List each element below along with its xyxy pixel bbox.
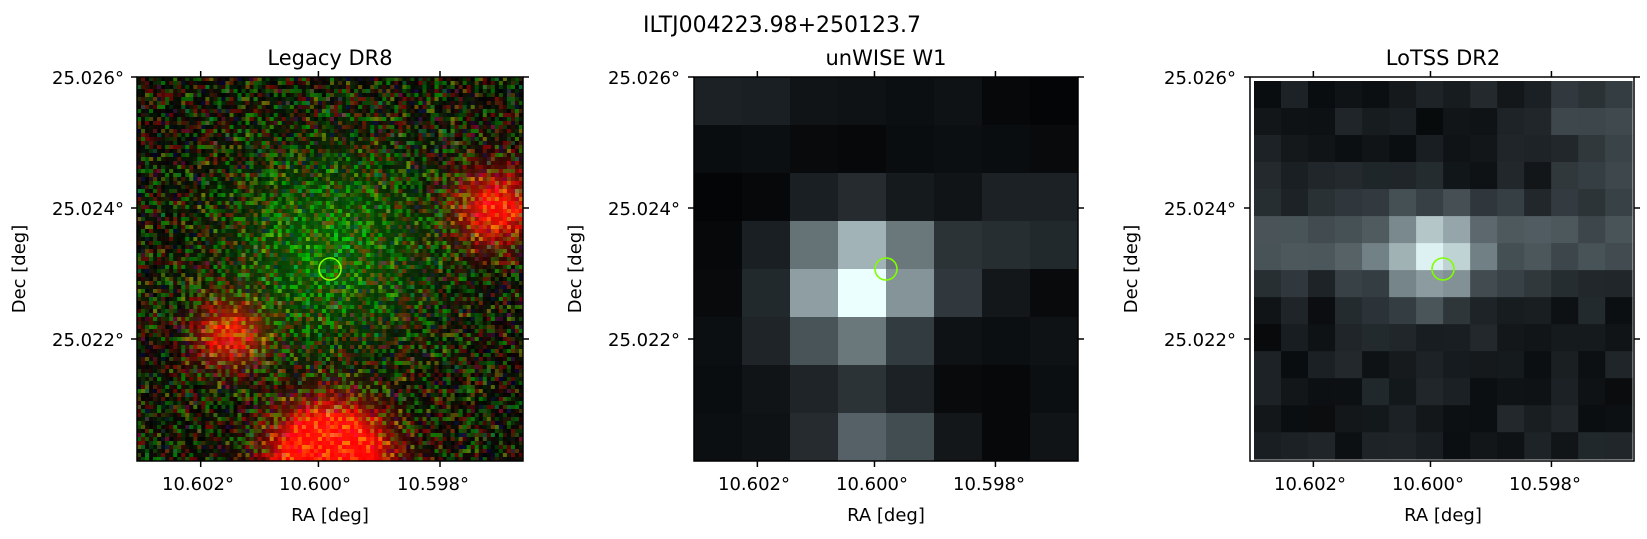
xtick-label: 10.600° [279, 474, 351, 495]
axes-frame [1249, 76, 1635, 462]
panel-title: unWISE W1 [826, 46, 947, 70]
x-axis-label: RA [deg] [291, 505, 369, 526]
source-marker [318, 257, 342, 281]
ytick-label: 25.026° [1164, 68, 1236, 89]
ytick-label: 25.024° [52, 199, 124, 220]
panel-lotss-dr2: LoTSS DR2 25.026° 25.024° 25.022° 10.602… [1121, 46, 1640, 526]
panel-unwise-w1: unWISE W1 25.026° 25.024° 25.022° 10.602… [565, 46, 1084, 526]
tick-marks [1244, 71, 1640, 467]
ytick-label: 25.026° [52, 68, 124, 89]
xtick-label: 10.602° [162, 474, 234, 495]
xtick-label: 10.602° [718, 474, 790, 495]
x-axis-label: RA [deg] [847, 505, 925, 526]
image-area [694, 77, 1079, 462]
ytick-label: 25.022° [608, 330, 680, 351]
panel-title: LoTSS DR2 [1386, 46, 1500, 70]
x-axis-label: RA [deg] [1404, 505, 1482, 526]
ytick-label: 25.022° [1164, 330, 1236, 351]
ytick-label: 25.024° [608, 199, 680, 220]
xtick-label: 10.598° [397, 474, 469, 495]
image-area [137, 77, 524, 462]
source-marker [1431, 257, 1455, 281]
ytick-label: 25.022° [52, 330, 124, 351]
ytick-label: 25.026° [608, 68, 680, 89]
y-axis-label: Dec [deg] [9, 225, 30, 314]
panel-title: Legacy DR8 [267, 46, 392, 70]
axes-frame [136, 76, 524, 462]
tick-marks [688, 71, 1084, 467]
xtick-label: 10.598° [953, 474, 1025, 495]
figure-title: ILTJ004223.98+250123.7 [643, 13, 921, 38]
source-marker [874, 257, 898, 281]
tick-marks [131, 71, 529, 467]
panel-legacy-dr8: Legacy DR8 25.026° 25.024° 25.022° 10.60… [9, 46, 529, 526]
image-area [1250, 77, 1634, 461]
ytick-label: 25.024° [1164, 199, 1236, 220]
xtick-label: 10.600° [1392, 474, 1464, 495]
y-axis-label: Dec [deg] [565, 225, 586, 314]
y-axis-label: Dec [deg] [1121, 225, 1142, 314]
axes-frame [693, 76, 1079, 462]
xtick-label: 10.598° [1509, 474, 1581, 495]
xtick-label: 10.600° [836, 474, 908, 495]
xtick-label: 10.602° [1274, 474, 1346, 495]
